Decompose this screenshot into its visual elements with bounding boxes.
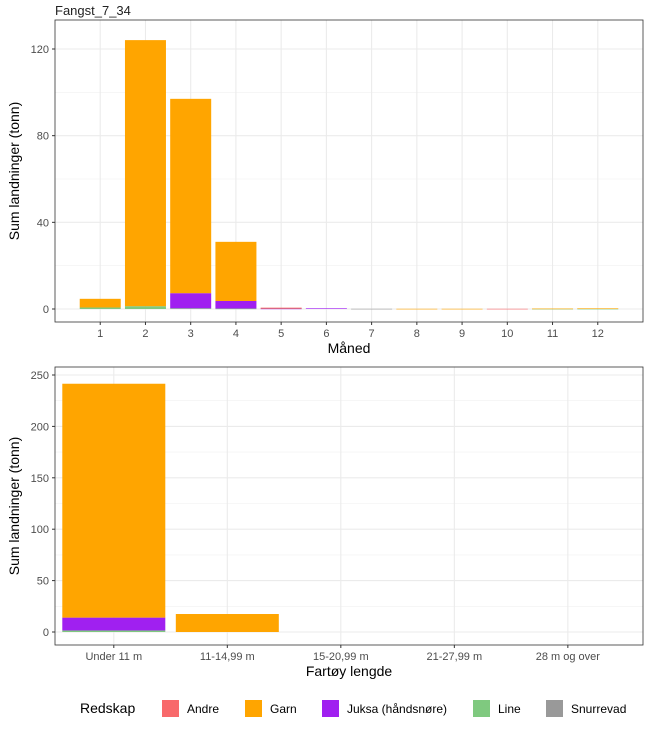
legend-label: Line <box>498 702 521 716</box>
x-axis-label: Måned <box>328 340 371 356</box>
x-tick-label: 5 <box>278 328 284 340</box>
bar-segment <box>124 40 166 307</box>
bar-segment <box>577 308 619 309</box>
x-tick-label: 28 m og over <box>536 651 601 663</box>
bar-segment <box>175 614 279 632</box>
bar-segment <box>215 300 257 309</box>
bar-segment <box>215 241 257 301</box>
y-tick-label: 0 <box>43 627 49 639</box>
bar-segment <box>260 308 302 310</box>
bar-segment <box>486 308 528 310</box>
x-tick-label: 12 <box>592 328 604 340</box>
y-tick-label: 250 <box>31 370 49 382</box>
y-tick-label: 100 <box>31 524 49 536</box>
x-tick-label: 3 <box>188 328 194 340</box>
y-tick-label: 120 <box>31 44 49 56</box>
bar-segment <box>396 308 438 310</box>
y-tick-label: 200 <box>31 421 49 433</box>
x-tick-label: 1 <box>97 328 103 340</box>
y-axis-label: Sum landninger (tonn) <box>6 437 22 576</box>
x-tick-label: 4 <box>233 328 239 340</box>
legend-label: Andre <box>187 702 219 716</box>
legend-label: Juksa (håndsnøre) <box>347 702 447 716</box>
x-tick-label: 7 <box>369 328 375 340</box>
y-tick-label: 150 <box>31 473 49 485</box>
bar-segment <box>260 307 302 309</box>
bar-segment <box>532 308 574 310</box>
legend-key <box>473 700 490 717</box>
x-tick-label: 2 <box>142 328 148 340</box>
legend-key <box>245 700 262 717</box>
y-tick-label: 0 <box>43 304 49 316</box>
bar-segment <box>170 293 212 309</box>
bar-segment <box>62 617 166 631</box>
x-axis-label: Fartøy lengde <box>306 663 393 679</box>
legend-key <box>322 700 339 717</box>
bar-segment <box>441 308 483 310</box>
x-tick-label: 15-20,99 m <box>313 651 369 663</box>
bar-segment <box>351 308 393 310</box>
legend-label: Snurrevad <box>571 702 626 716</box>
y-tick-label: 50 <box>37 576 49 588</box>
x-tick-label: 10 <box>501 328 513 340</box>
panel-border <box>54 19 644 323</box>
x-tick-label: Under 11 m <box>85 651 142 663</box>
legend-label: Garn <box>270 702 297 716</box>
bar-segment <box>170 308 212 309</box>
bar-segment <box>62 630 166 632</box>
legend-key <box>162 700 179 717</box>
x-tick-label: 8 <box>414 328 420 340</box>
legend-key <box>546 700 563 717</box>
x-tick-label: 6 <box>323 328 329 340</box>
bar-segment <box>124 306 166 309</box>
bar-segment <box>215 308 257 310</box>
y-tick-label: 40 <box>37 217 49 229</box>
x-tick-label: 11-14,99 m <box>200 651 255 663</box>
bar-segment <box>577 308 619 310</box>
y-axis-label: Sum landninger (tonn) <box>6 102 22 241</box>
bar-segment <box>170 98 212 294</box>
bar-segment <box>305 308 347 309</box>
legend-title: Redskap <box>80 700 135 716</box>
panel-border <box>54 366 644 646</box>
x-tick-label: 21-27,99 m <box>427 651 483 663</box>
bar-segment <box>79 298 121 308</box>
bar-segment <box>62 383 166 618</box>
chart-title: Fangst_7_34 <box>55 3 131 18</box>
x-tick-label: 9 <box>459 328 465 340</box>
bar-segment <box>79 307 121 309</box>
x-tick-label: 11 <box>547 328 558 340</box>
y-tick-label: 80 <box>37 131 49 143</box>
